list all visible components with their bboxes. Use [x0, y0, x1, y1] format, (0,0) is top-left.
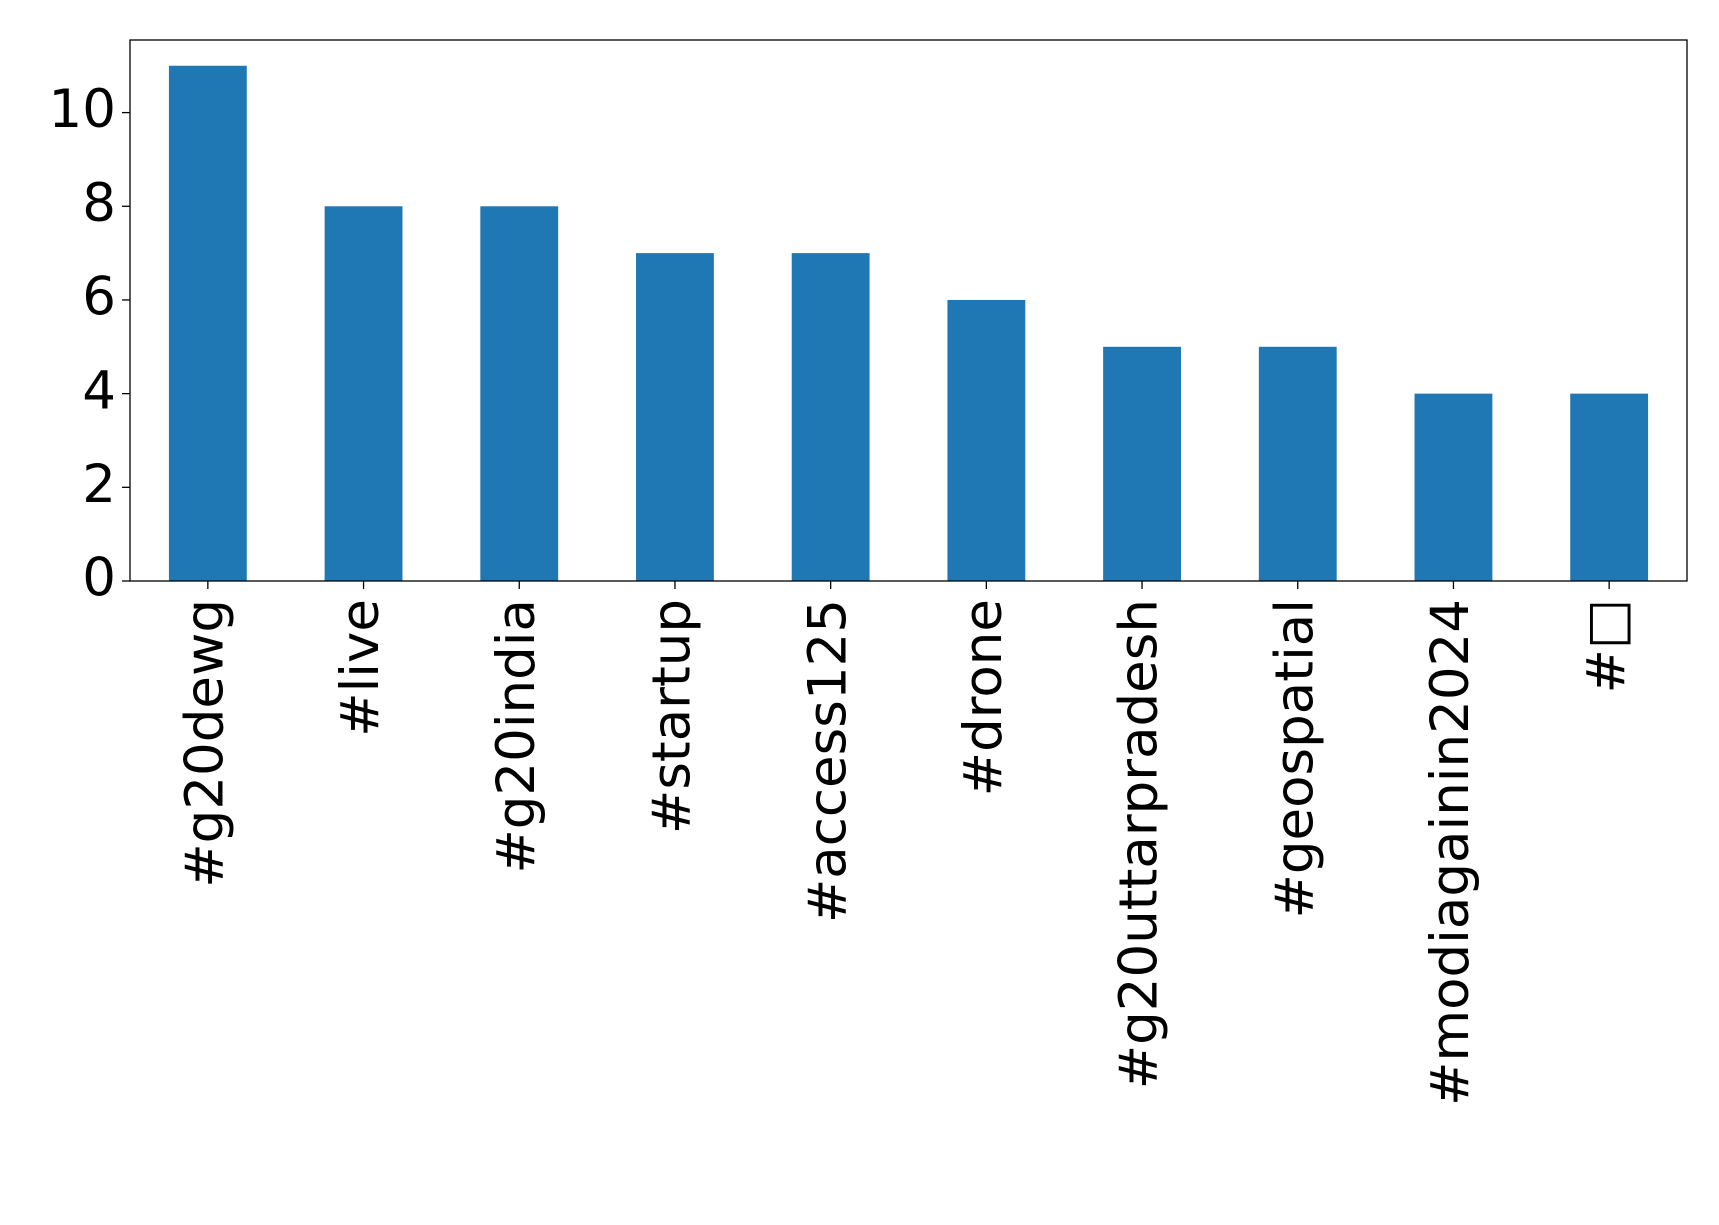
x-tick-label: #g20dewg: [174, 599, 235, 888]
bar: [480, 206, 559, 582]
bar: [947, 299, 1026, 581]
bar: [1414, 393, 1493, 581]
y-tick-label: 10: [49, 79, 116, 140]
x-tick-label: #access125: [797, 599, 858, 923]
x-tick-label: #modiagainin2024: [1420, 599, 1481, 1106]
bar: [168, 65, 247, 581]
x-tick-label: #live: [330, 599, 391, 737]
x-tick-label: #startup: [642, 599, 703, 834]
x-tick-label: #geospatial: [1264, 599, 1325, 919]
x-tick-label: #drone: [953, 599, 1014, 796]
y-tick-label: 2: [82, 454, 116, 515]
bar: [1258, 346, 1337, 581]
bar: [791, 253, 870, 581]
x-tick-label: #□: [1576, 599, 1637, 693]
y-tick-label: 8: [82, 173, 116, 234]
x-tick-label: #g20uttarpradesh: [1109, 599, 1170, 1089]
y-tick-label: 0: [82, 548, 116, 609]
x-tick-label: #g20india: [486, 599, 547, 874]
bar: [324, 206, 403, 582]
plot-frame: [129, 39, 1688, 582]
y-tick-label: 4: [82, 360, 116, 421]
bar: [636, 253, 714, 581]
bar: [1103, 346, 1181, 581]
bar: [1570, 393, 1649, 581]
y-tick-label: 6: [82, 267, 116, 328]
